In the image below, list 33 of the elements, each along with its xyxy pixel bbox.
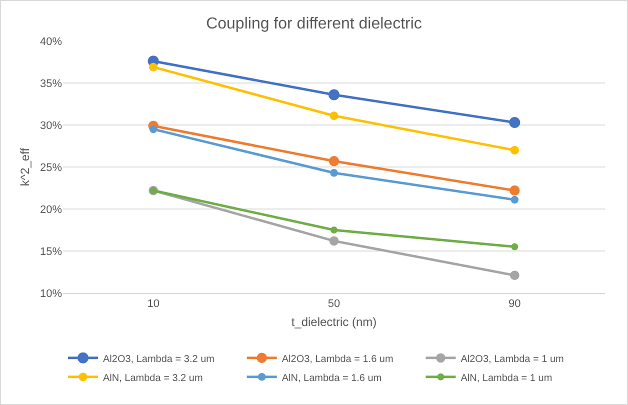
y-tick-label: 15% xyxy=(40,246,62,258)
point xyxy=(511,243,518,250)
legend-label: Al2O3, Lambda = 1 um xyxy=(460,354,564,365)
point xyxy=(510,196,519,204)
legend-label: AlN, Lambda = 3.2 um xyxy=(103,372,203,384)
y-tick-label: 25% xyxy=(40,162,62,174)
y-tick-label: 35% xyxy=(40,78,62,90)
y-axis-title: k^2_eff xyxy=(18,147,32,186)
point xyxy=(509,116,520,128)
legend-label: Al2O3, Lambda = 3.2 um xyxy=(103,354,214,365)
y-tick-label: 40% xyxy=(40,36,62,48)
chart-title: Coupling for different dielectric xyxy=(206,15,422,32)
y-tick-label: 10% xyxy=(40,288,62,300)
point xyxy=(328,89,340,100)
legend-label: AlN, Lambda = 1 um xyxy=(460,372,552,384)
point xyxy=(510,270,520,280)
x-tick-label: 10 xyxy=(147,298,160,310)
x-axis-title: t_dielectric (nm) xyxy=(291,315,377,330)
x-tick-label: 90 xyxy=(508,298,521,310)
legend-label: Al2O3, Lambda = 1.6 um xyxy=(282,354,394,365)
x-tick-label: 50 xyxy=(328,298,340,310)
point xyxy=(510,185,520,196)
point xyxy=(149,62,158,72)
point xyxy=(510,146,519,154)
y-tick-label: 20% xyxy=(40,204,62,216)
point xyxy=(330,168,338,177)
point xyxy=(330,111,338,120)
point xyxy=(329,236,339,246)
point xyxy=(330,226,338,234)
point xyxy=(328,156,340,166)
point xyxy=(149,125,158,134)
legend-label: AlN, Lambda = 1.6 um xyxy=(282,372,382,384)
y-tick-label: 30% xyxy=(40,120,62,132)
